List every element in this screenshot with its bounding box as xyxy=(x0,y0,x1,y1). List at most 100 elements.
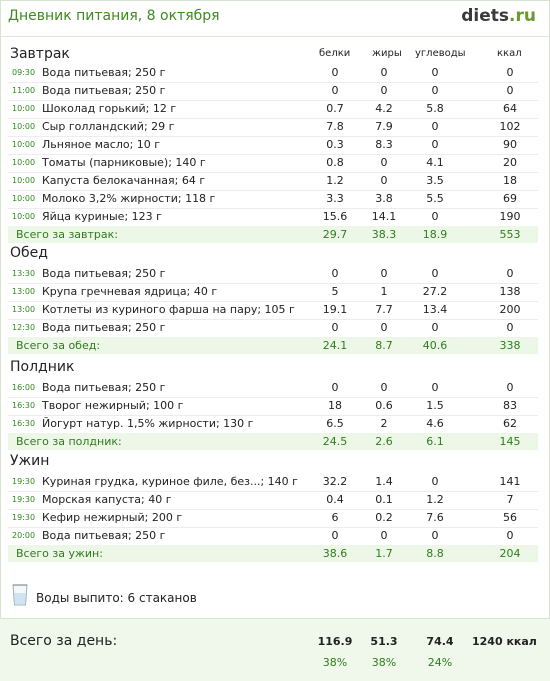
meal-total-row: Всего за полдник: 24.5 2.6 6.1 145 xyxy=(8,433,538,450)
food-row[interactable]: 20:00 Вода питьевая; 250 г 0 0 0 0 xyxy=(8,527,538,546)
food-fat: 2 xyxy=(380,417,388,430)
meal-title: Полдник xyxy=(10,359,75,375)
food-name[interactable]: Куриная грудка, куриное филе, без...; 14… xyxy=(42,475,298,488)
day-total-protein: 116.9 xyxy=(317,635,353,648)
food-row[interactable]: 19:30 Кефир нежирный; 200 г 6 0.2 7.6 56 xyxy=(8,509,538,528)
water-summary: Воды выпито: 6 стаканов xyxy=(12,584,312,610)
food-fat: 0 xyxy=(380,84,388,97)
food-fat: 0.2 xyxy=(375,511,393,524)
food-protein: 0.3 xyxy=(326,138,344,151)
food-row[interactable]: 13:00 Котлеты из куриного фарша на пару; … xyxy=(8,301,538,320)
food-name[interactable]: Крупа гречневая ядрица; 40 г xyxy=(42,285,218,298)
food-time: 10:00 xyxy=(12,140,36,149)
food-name[interactable]: Котлеты из куриного фарша на пару; 105 г xyxy=(42,303,295,316)
food-carbs: 0 xyxy=(431,66,439,79)
food-time: 16:30 xyxy=(12,401,36,410)
food-time: 19:30 xyxy=(12,477,36,486)
food-protein: 0 xyxy=(331,84,339,97)
food-name[interactable]: Йогурт натур. 1,5% жирности; 130 г xyxy=(42,417,254,430)
food-protein: 0 xyxy=(331,529,339,542)
food-protein: 1.2 xyxy=(326,174,344,187)
food-time: 13:00 xyxy=(12,287,36,296)
food-fat: 0 xyxy=(380,267,388,280)
food-row[interactable]: 16:00 Вода питьевая; 250 г 0 0 0 0 xyxy=(8,379,538,398)
meal-title: Завтрак xyxy=(10,46,70,62)
day-total-fat: 51.3 xyxy=(370,635,398,648)
food-row[interactable]: 16:30 Творог нежирный; 100 г 18 0.6 1.5 83 xyxy=(8,397,538,416)
food-row[interactable]: 19:30 Куриная грудка, куриное филе, без..… xyxy=(8,473,538,492)
food-time: 10:00 xyxy=(12,104,36,113)
meal-total-fat: 1.7 xyxy=(375,547,393,560)
day-total-kcal: 1240 ккал xyxy=(472,635,537,648)
page-header: Дневник питания, 8 октября diets.ru xyxy=(0,0,550,37)
food-carbs: 0 xyxy=(431,210,439,223)
food-name[interactable]: Творог нежирный; 100 г xyxy=(42,399,184,412)
food-name[interactable]: Вода питьевая; 250 г xyxy=(42,66,166,79)
meal-total-protein: 38.6 xyxy=(322,547,348,560)
food-name[interactable]: Сыр голландский; 29 г xyxy=(42,120,175,133)
food-name[interactable]: Яйца куриные; 123 г xyxy=(42,210,162,223)
food-row[interactable]: 10:00 Молоко 3,2% жирности; 118 г 3.3 3.8 5.… xyxy=(8,190,538,209)
food-kcal: 141 xyxy=(499,475,521,488)
food-name[interactable]: Морская капуста; 40 г xyxy=(42,493,172,506)
food-fat: 3.8 xyxy=(375,192,393,205)
food-fat: 7.9 xyxy=(375,120,393,133)
meal-total-protein: 24.5 xyxy=(322,435,348,448)
food-fat: 0 xyxy=(380,321,388,334)
food-time: 20:00 xyxy=(12,531,36,540)
food-name[interactable]: Вода питьевая; 250 г xyxy=(42,321,166,334)
food-row[interactable]: 09:30 Вода питьевая; 250 г 0 0 0 0 xyxy=(8,64,538,83)
food-name[interactable]: Кефир нежирный; 200 г xyxy=(42,511,183,524)
food-row[interactable]: 10:00 Капуста белокачанная; 64 г 1.2 0 3.5 18 xyxy=(8,172,538,191)
food-row[interactable]: 12:30 Вода питьевая; 250 г 0 0 0 0 xyxy=(8,319,538,338)
food-carbs: 0 xyxy=(431,267,439,280)
food-row[interactable]: 10:00 Льняное масло; 10 г 0.3 8.3 0 90 xyxy=(8,136,538,155)
food-time: 13:30 xyxy=(12,269,36,278)
site-logo[interactable]: diets.ru xyxy=(461,6,536,26)
meal-total-protein: 24.1 xyxy=(322,339,348,352)
day-pct-protein: 38% xyxy=(322,656,348,669)
food-name[interactable]: Молоко 3,2% жирности; 118 г xyxy=(42,192,216,205)
food-kcal: 0 xyxy=(506,267,514,280)
food-row[interactable]: 19:30 Морская капуста; 40 г 0.4 0.1 1.2 7 xyxy=(8,491,538,510)
food-protein: 0.7 xyxy=(326,102,344,115)
food-carbs: 5.5 xyxy=(426,192,444,205)
food-protein: 6.5 xyxy=(326,417,344,430)
food-name[interactable]: Шоколад горький; 12 г xyxy=(42,102,177,115)
food-name[interactable]: Льняное масло; 10 г xyxy=(42,138,161,151)
food-kcal: 0 xyxy=(506,321,514,334)
food-kcal: 0 xyxy=(506,84,514,97)
food-row[interactable]: 16:30 Йогурт натур. 1,5% жирности; 130 г 6… xyxy=(8,415,538,434)
food-kcal: 102 xyxy=(499,120,521,133)
food-time: 19:30 xyxy=(12,513,36,522)
food-time: 16:00 xyxy=(12,383,36,392)
food-name[interactable]: Вода питьевая; 250 г xyxy=(42,529,166,542)
food-row[interactable]: 11:00 Вода питьевая; 250 г 0 0 0 0 xyxy=(8,82,538,101)
food-protein: 0.4 xyxy=(326,493,344,506)
food-protein: 7.8 xyxy=(326,120,344,133)
food-carbs: 5.8 xyxy=(426,102,444,115)
food-row[interactable]: 13:30 Вода питьевая; 250 г 0 0 0 0 xyxy=(8,265,538,284)
food-row[interactable]: 10:00 Томаты (парниковые); 140 г 0.8 0 4.1 20 xyxy=(8,154,538,173)
food-name[interactable]: Вода питьевая; 250 г xyxy=(42,267,166,280)
food-carbs: 27.2 xyxy=(422,285,448,298)
food-name[interactable]: Вода питьевая; 250 г xyxy=(42,381,166,394)
food-fat: 14.1 xyxy=(371,210,397,223)
food-row[interactable]: 10:00 Яйца куриные; 123 г 15.6 14.1 0 190 xyxy=(8,208,538,227)
food-kcal: 190 xyxy=(499,210,521,223)
food-carbs: 0 xyxy=(431,120,439,133)
food-name[interactable]: Вода питьевая; 250 г xyxy=(42,84,166,97)
food-row[interactable]: 10:00 Шоколад горький; 12 г 0.7 4.2 5.8 64 xyxy=(8,100,538,119)
food-row[interactable]: 13:00 Крупа гречневая ядрица; 40 г 5 1 27.2 1… xyxy=(8,283,538,302)
meal-total-label: Всего за ужин: xyxy=(16,547,103,560)
meal-total-carbs: 18.9 xyxy=(422,228,448,241)
food-name[interactable]: Томаты (парниковые); 140 г xyxy=(42,156,206,169)
food-protein: 5 xyxy=(331,285,339,298)
page-title: Дневник питания, 8 октября xyxy=(8,8,220,24)
day-total: Всего за день: 116.9 51.3 74.4 1240 ккал… xyxy=(0,618,550,681)
food-row[interactable]: 10:00 Сыр голландский; 29 г 7.8 7.9 0 102 xyxy=(8,118,538,137)
meal-total-carbs: 40.6 xyxy=(422,339,448,352)
food-name[interactable]: Капуста белокачанная; 64 г xyxy=(42,174,206,187)
meal-title: Ужин xyxy=(10,453,50,469)
meal-total-protein: 29.7 xyxy=(322,228,348,241)
